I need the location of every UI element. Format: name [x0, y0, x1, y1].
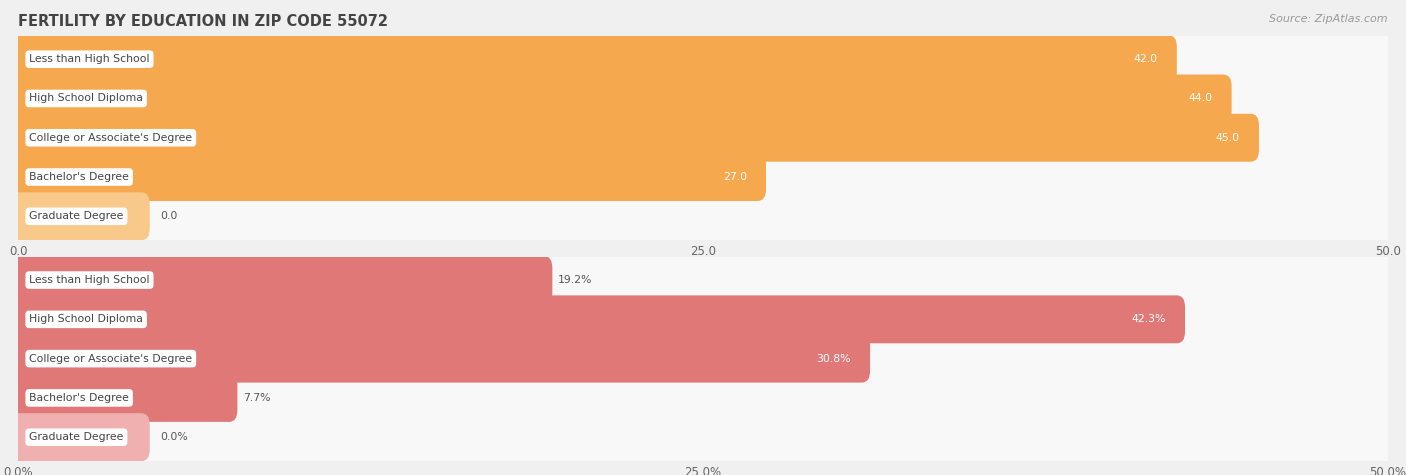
Text: FERTILITY BY EDUCATION IN ZIP CODE 55072: FERTILITY BY EDUCATION IN ZIP CODE 55072 [18, 14, 388, 29]
Text: Less than High School: Less than High School [30, 275, 149, 285]
Text: 30.8%: 30.8% [817, 353, 851, 364]
Text: 19.2%: 19.2% [558, 275, 592, 285]
FancyBboxPatch shape [10, 369, 1396, 427]
Text: 7.7%: 7.7% [243, 393, 270, 403]
FancyBboxPatch shape [10, 109, 1396, 167]
FancyBboxPatch shape [10, 374, 238, 422]
FancyBboxPatch shape [10, 187, 1396, 246]
FancyBboxPatch shape [10, 35, 1177, 83]
FancyBboxPatch shape [10, 30, 1396, 88]
FancyBboxPatch shape [10, 408, 1396, 466]
Text: 0.0: 0.0 [160, 211, 179, 221]
FancyBboxPatch shape [10, 413, 150, 461]
Text: 44.0: 44.0 [1188, 94, 1212, 104]
Text: Source: ZipAtlas.com: Source: ZipAtlas.com [1270, 14, 1388, 24]
Text: High School Diploma: High School Diploma [30, 314, 143, 324]
FancyBboxPatch shape [10, 256, 553, 304]
Text: 45.0: 45.0 [1216, 133, 1240, 143]
FancyBboxPatch shape [10, 330, 1396, 388]
FancyBboxPatch shape [10, 192, 150, 240]
Text: 27.0: 27.0 [723, 172, 747, 182]
FancyBboxPatch shape [10, 290, 1396, 349]
Text: 42.0: 42.0 [1133, 54, 1157, 64]
Text: College or Associate's Degree: College or Associate's Degree [30, 353, 193, 364]
Text: Graduate Degree: Graduate Degree [30, 432, 124, 442]
Text: Less than High School: Less than High School [30, 54, 149, 64]
FancyBboxPatch shape [10, 335, 870, 382]
Text: Bachelor's Degree: Bachelor's Degree [30, 172, 129, 182]
FancyBboxPatch shape [10, 114, 1258, 162]
Text: 42.3%: 42.3% [1132, 314, 1166, 324]
FancyBboxPatch shape [10, 153, 766, 201]
FancyBboxPatch shape [10, 148, 1396, 206]
Text: Bachelor's Degree: Bachelor's Degree [30, 393, 129, 403]
FancyBboxPatch shape [10, 295, 1185, 343]
FancyBboxPatch shape [10, 251, 1396, 309]
FancyBboxPatch shape [10, 75, 1232, 123]
Text: High School Diploma: High School Diploma [30, 94, 143, 104]
FancyBboxPatch shape [10, 69, 1396, 128]
Text: Graduate Degree: Graduate Degree [30, 211, 124, 221]
Text: 0.0%: 0.0% [160, 432, 188, 442]
Text: College or Associate's Degree: College or Associate's Degree [30, 133, 193, 143]
